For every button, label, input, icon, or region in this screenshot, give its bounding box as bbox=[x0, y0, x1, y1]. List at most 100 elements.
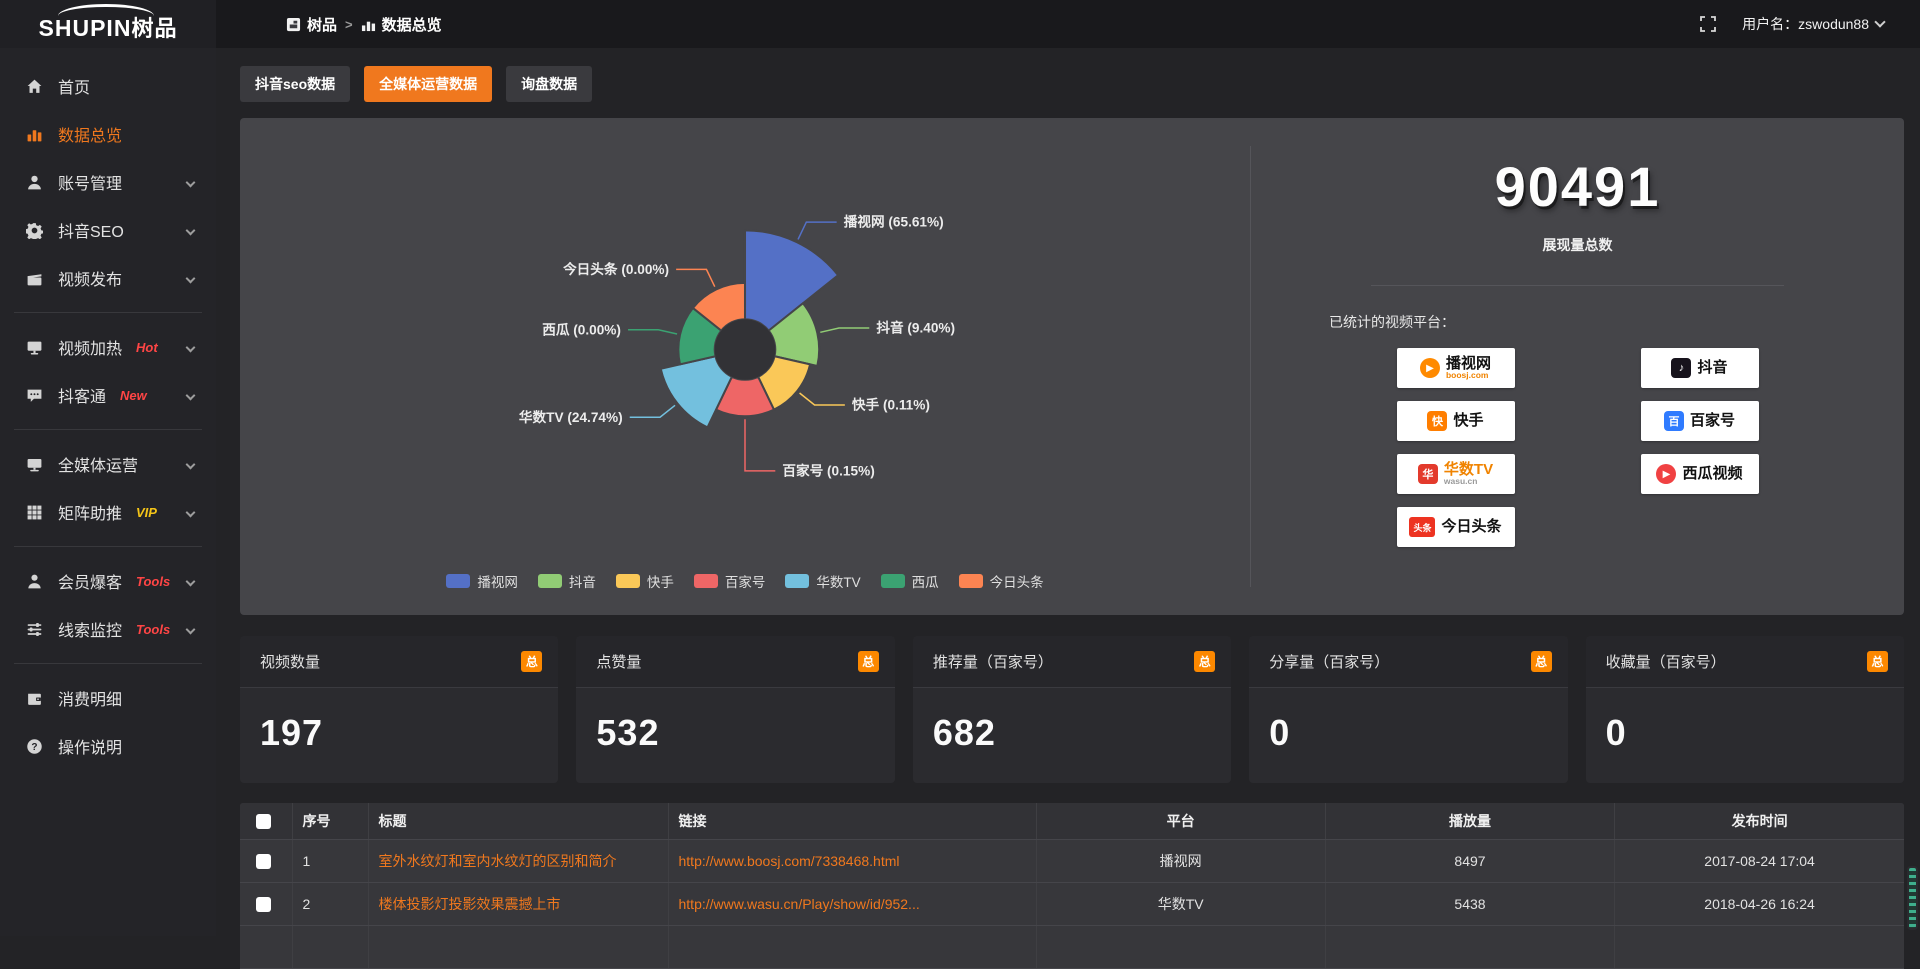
legend-item-抖音[interactable]: 抖音 bbox=[538, 571, 596, 591]
legend-label: 快手 bbox=[647, 571, 674, 591]
legend-swatch bbox=[616, 574, 640, 588]
gear-icon bbox=[26, 222, 43, 239]
sidebar-item-label: 抖客通 bbox=[58, 383, 106, 407]
cell-title[interactable]: 楼体投影灯投影效果震撼上市 bbox=[368, 882, 668, 925]
sidebar-item-label: 会员爆客 bbox=[58, 569, 122, 593]
sidebar-item-账号管理[interactable]: 账号管理 bbox=[0, 158, 216, 206]
cell-time: 2018-04-26 16:24 bbox=[1615, 882, 1904, 925]
rose-chart-area: 播视网 (65.61%)抖音 (9.40%)快手 (0.11%)百家号 (0.1… bbox=[240, 118, 1250, 615]
chevron-down-icon bbox=[186, 342, 196, 352]
sidebar-divider bbox=[14, 312, 202, 313]
cell-title[interactable]: 室外水纹灯和室内水纹灯的区别和简介 bbox=[368, 839, 668, 882]
sidebar-item-label: 首页 bbox=[58, 74, 90, 98]
bar-chart-icon bbox=[361, 17, 376, 32]
breadcrumb-separator: > bbox=[345, 17, 353, 32]
fullscreen-icon[interactable] bbox=[1700, 16, 1716, 32]
column-header-标题: 标题 bbox=[368, 803, 668, 839]
scrollbar-thumb[interactable] bbox=[1907, 866, 1918, 930]
label-leader-line bbox=[820, 328, 869, 332]
platform-texts: 快手 bbox=[1453, 413, 1483, 429]
rose-slice-label: 抖音 (9.40%) bbox=[876, 320, 955, 336]
platform-badge-今日头条: 头条今日头条 bbox=[1397, 507, 1515, 547]
cell-link[interactable]: http://www.boosj.com/7338468.html bbox=[668, 839, 1036, 882]
sidebar-item-数据总览[interactable]: 数据总览 bbox=[0, 110, 216, 158]
total-badge: 总 bbox=[858, 651, 879, 672]
legend-item-快手[interactable]: 快手 bbox=[616, 571, 674, 591]
tab-全媒体运营数据[interactable]: 全媒体运营数据 bbox=[364, 66, 492, 102]
sidebar-badge-Tools: Tools bbox=[136, 574, 170, 589]
scrollbar-track[interactable] bbox=[1906, 48, 1918, 936]
legend-item-华数TV[interactable]: 华数TV bbox=[785, 571, 860, 591]
platform-texts: 抖音 bbox=[1697, 360, 1727, 376]
sidebar-item-消费明细[interactable]: 消费明细 bbox=[0, 674, 216, 722]
bar-chart-icon bbox=[26, 126, 43, 143]
help-icon: ? bbox=[26, 738, 43, 755]
rose-chart[interactable]: 播视网 (65.61%)抖音 (9.40%)快手 (0.11%)百家号 (0.1… bbox=[240, 132, 1250, 567]
legend-swatch bbox=[694, 574, 718, 588]
legend-item-播视网[interactable]: 播视网 bbox=[446, 571, 518, 591]
stat-card-header: 收藏量（百家号）总 bbox=[1586, 636, 1904, 688]
legend-label: 播视网 bbox=[477, 571, 518, 591]
label-leader-line bbox=[628, 330, 677, 334]
platform-texts: 西瓜视频 bbox=[1682, 466, 1742, 482]
username-label: 用户名：zswodun88 bbox=[1742, 14, 1869, 34]
sidebar-item-全媒体运营[interactable]: 全媒体运营 bbox=[0, 440, 216, 488]
platform-badge-西瓜视频: ▶ 西瓜视频 bbox=[1641, 454, 1759, 494]
column-header-链接: 链接 bbox=[668, 803, 1036, 839]
breadcrumb-root[interactable]: 树品 bbox=[286, 14, 337, 35]
kuaishou-logo-icon: 快 bbox=[1427, 411, 1447, 431]
svg-text:?: ? bbox=[31, 742, 37, 753]
topbar-right: 用户名：zswodun88 bbox=[1700, 14, 1920, 34]
xigua-logo-icon: ▶ bbox=[1656, 464, 1676, 484]
cell-link[interactable]: http://www.wasu.cn/Play/show/id/952... bbox=[668, 882, 1036, 925]
sidebar-item-抖音SEO[interactable]: 抖音SEO bbox=[0, 206, 216, 254]
sidebar-item-label: 操作说明 bbox=[58, 734, 122, 758]
sidebar-item-首页[interactable]: 首页 bbox=[0, 62, 216, 110]
sidebar-item-会员爆客[interactable]: 会员爆客 Tools bbox=[0, 557, 216, 605]
sidebar-item-视频加热[interactable]: 视频加热 Hot bbox=[0, 323, 216, 371]
breadcrumb-current[interactable]: 数据总览 bbox=[361, 14, 442, 35]
select-all-checkbox[interactable] bbox=[256, 814, 271, 829]
platform-texts: 百家号 bbox=[1690, 413, 1735, 429]
row-checkbox[interactable] bbox=[256, 854, 271, 869]
legend-label: 百家号 bbox=[725, 571, 766, 591]
stat-card-header: 推荐量（百家号）总 bbox=[913, 636, 1231, 688]
topbar: SHUPIN树品 树品 > 数据总览 用户名：zswodun88 bbox=[0, 0, 1920, 48]
sliders-icon bbox=[26, 621, 43, 638]
legend-swatch bbox=[446, 574, 470, 588]
platform-name: 西瓜视频 bbox=[1682, 466, 1742, 482]
rose-slice-label: 快手 (0.11%) bbox=[852, 397, 930, 413]
tab-抖音seo数据[interactable]: 抖音seo数据 bbox=[240, 66, 350, 102]
sidebar-item-视频发布[interactable]: 视频发布 bbox=[0, 254, 216, 302]
row-checkbox[interactable] bbox=[256, 897, 271, 912]
sidebar-badge-Tools: Tools bbox=[136, 622, 170, 637]
platform-subtext: boosj.com bbox=[1446, 371, 1489, 380]
legend-item-西瓜[interactable]: 西瓜 bbox=[881, 571, 939, 591]
stat-card-title: 收藏量（百家号） bbox=[1606, 651, 1726, 672]
total-badge: 总 bbox=[1531, 651, 1552, 672]
platform-badge-抖音: ♪抖音 bbox=[1641, 348, 1759, 388]
legend-item-今日头条[interactable]: 今日头条 bbox=[959, 571, 1044, 591]
cell-views: 8497 bbox=[1325, 839, 1614, 882]
tab-询盘数据[interactable]: 询盘数据 bbox=[506, 66, 592, 102]
overview-panel: 播视网 (65.61%)抖音 (9.40%)快手 (0.11%)百家号 (0.1… bbox=[240, 118, 1904, 615]
cell-platform: 华数TV bbox=[1036, 882, 1325, 925]
cell-views: 5438 bbox=[1325, 882, 1614, 925]
sidebar-badge-Hot: Hot bbox=[136, 340, 158, 355]
legend-item-百家号[interactable]: 百家号 bbox=[694, 571, 766, 591]
sidebar-item-label: 视频加热 bbox=[58, 335, 122, 359]
sidebar-divider bbox=[14, 429, 202, 430]
user-menu[interactable]: 用户名：zswodun88 bbox=[1742, 14, 1884, 34]
app-logo[interactable]: SHUPIN树品 bbox=[0, 0, 216, 48]
sidebar-item-操作说明[interactable]: ? 操作说明 bbox=[0, 722, 216, 770]
label-leader-line bbox=[676, 269, 715, 286]
